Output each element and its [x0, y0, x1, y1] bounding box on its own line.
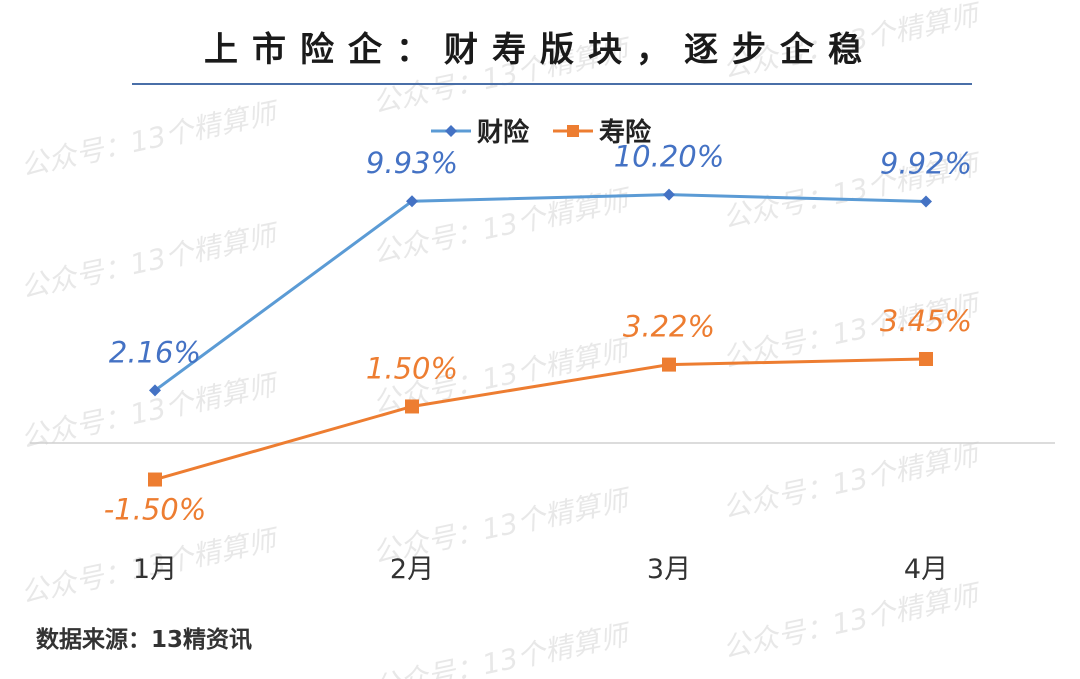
chart-title: 上市险企：财寿版块，逐步企稳 — [204, 30, 876, 70]
legend-label-life: 寿险 — [599, 118, 652, 148]
chart-legend: 财险 寿险 — [0, 112, 1080, 149]
data-label: 3.45% — [880, 304, 972, 338]
x-tick-label: 4月 — [904, 554, 948, 585]
legend-square-marker-icon — [553, 124, 593, 137]
x-tick-label: 2月 — [390, 554, 434, 585]
data-point-diamond — [406, 195, 418, 208]
data-point-square — [148, 472, 162, 487]
data-point-square — [919, 351, 933, 366]
data-label: 9.93% — [366, 146, 458, 180]
data-label: 10.20% — [614, 140, 725, 174]
title-underline — [132, 83, 972, 85]
data-label: 9.92% — [880, 146, 972, 180]
data-point-diamond — [149, 384, 161, 397]
data-source-note: 数据来源：13精资讯 — [36, 627, 253, 653]
data-point-square — [405, 399, 419, 414]
data-label: 2.16% — [109, 335, 201, 369]
data-point-diamond — [663, 188, 675, 201]
legend-item-life: 寿险 — [551, 112, 651, 149]
legend-label-property: 财险 — [476, 118, 529, 148]
x-tick-label: 1月 — [133, 554, 177, 585]
data-point-square — [662, 357, 676, 372]
data-label: -1.50% — [104, 493, 207, 527]
data-label: 3.22% — [623, 310, 715, 344]
data-label: 1.50% — [366, 351, 458, 385]
legend-diamond-marker-icon — [430, 124, 471, 137]
series-line-life — [154, 357, 927, 481]
x-tick-label: 3月 — [647, 554, 691, 585]
legend-item-property: 财险 — [429, 112, 529, 149]
series-line-property — [154, 193, 927, 392]
data-point-diamond — [920, 195, 932, 208]
